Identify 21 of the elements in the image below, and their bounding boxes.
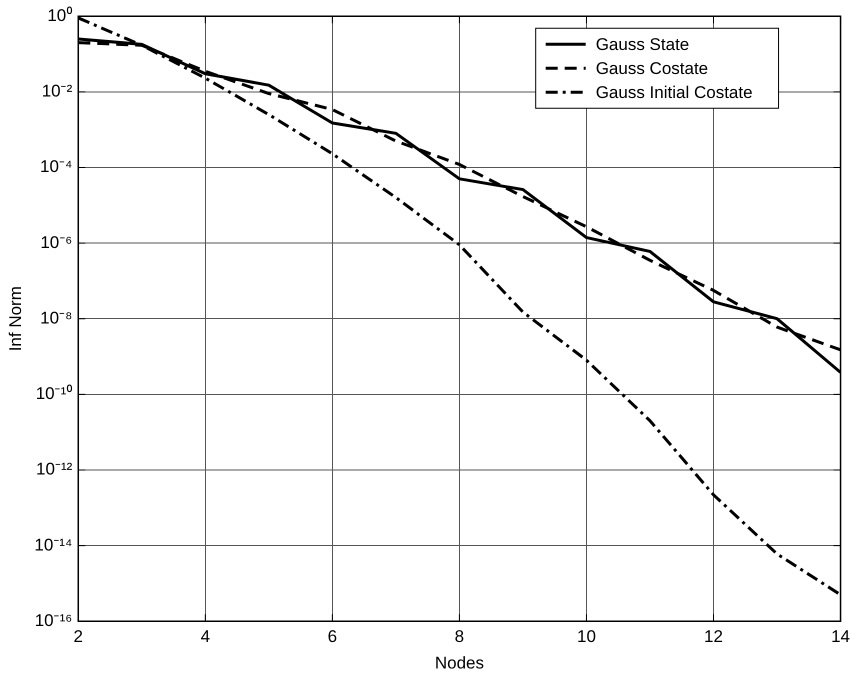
y-tick-label: 10⁻⁴ [40,157,72,176]
y-axis-title: Inf Norm [6,286,25,352]
y-tick-label: 10⁻¹⁶ [34,610,72,630]
x-tick-label: 2 [74,627,84,646]
legend-label: Gauss Costate [596,58,708,78]
legend-label: Gauss State [596,34,690,54]
x-tick-label: 8 [454,627,464,646]
y-tick-label: 10⁰ [47,6,72,25]
x-axis-title: Nodes [434,653,484,672]
legend-label: Gauss Initial Costate [596,82,753,102]
y-tick-label: 10⁻¹² [36,460,73,479]
y-tick-label: 10⁻² [42,82,73,101]
x-tick-label: 12 [704,627,723,646]
x-tick-label: 4 [200,627,210,646]
y-tick-label: 10⁻⁶ [40,232,72,252]
x-tick-label: 10 [576,627,596,646]
y-tick-label: 10⁻¹⁰ [36,384,72,404]
x-tick-label: 14 [831,627,850,646]
y-tick-label: 10⁻⁸ [40,308,72,328]
y-tick-label: 10⁻¹⁴ [34,535,72,554]
x-tick-label: 6 [328,627,338,646]
